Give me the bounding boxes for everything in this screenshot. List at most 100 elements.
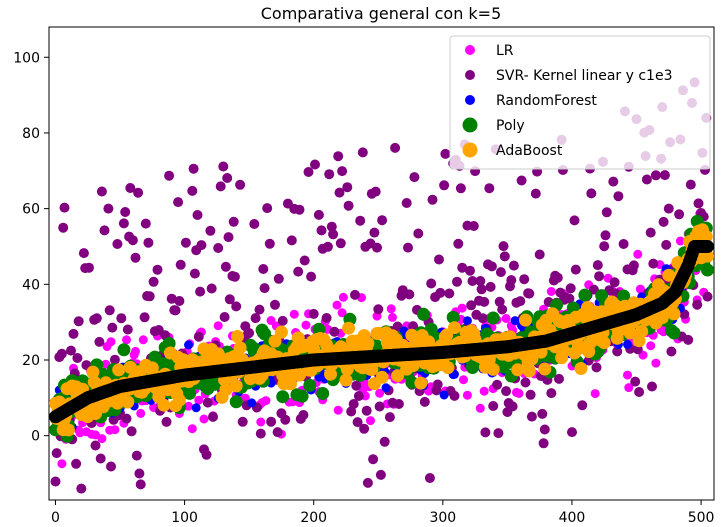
data-point — [546, 287, 556, 296]
data-point — [506, 275, 517, 286]
data-point — [109, 354, 120, 365]
data-point — [426, 278, 437, 289]
data-point — [184, 401, 193, 411]
data-point — [244, 328, 255, 338]
data-point — [51, 448, 62, 459]
data-point — [148, 276, 159, 287]
data-point — [202, 397, 213, 408]
legend-label: LR — [496, 43, 514, 59]
data-point — [530, 188, 541, 199]
data-point — [306, 271, 317, 282]
data-point — [295, 389, 309, 403]
data-point — [628, 260, 639, 271]
data-point — [355, 215, 366, 226]
data-point — [486, 311, 500, 325]
data-point — [294, 204, 305, 215]
data-point — [361, 336, 375, 350]
data-point — [419, 396, 430, 407]
y-tick-label: 40 — [22, 277, 40, 293]
data-point — [499, 251, 510, 262]
data-point — [213, 243, 224, 253]
data-point — [50, 476, 61, 487]
sorted-target-markers — [49, 240, 714, 424]
data-point — [220, 261, 231, 272]
data-point — [475, 276, 486, 286]
data-point — [351, 380, 362, 391]
data-point — [188, 163, 199, 174]
data-point — [634, 387, 645, 397]
data-point — [277, 315, 288, 326]
data-point — [73, 316, 84, 327]
data-point — [183, 386, 197, 400]
data-point — [362, 477, 373, 488]
data-point — [452, 276, 462, 287]
data-point — [577, 400, 588, 411]
data-point — [467, 276, 478, 286]
data-point — [166, 293, 177, 304]
data-point — [110, 425, 120, 435]
data-point — [601, 207, 612, 218]
data-point — [353, 391, 364, 401]
data-point — [485, 281, 496, 292]
legend-marker — [465, 70, 475, 80]
data-point — [136, 408, 146, 418]
data-point — [152, 264, 163, 275]
data-point — [612, 346, 623, 357]
data-point — [299, 255, 310, 266]
data-point — [702, 291, 713, 302]
data-point — [674, 209, 685, 220]
data-point — [224, 294, 235, 305]
data-point — [594, 271, 605, 282]
data-point — [466, 300, 477, 311]
data-point — [633, 249, 643, 259]
data-point — [427, 194, 438, 205]
x-tick-label: 200 — [300, 510, 327, 526]
data-point — [465, 265, 475, 276]
data-point — [86, 365, 100, 379]
x-tick-label: 500 — [688, 510, 715, 526]
data-point — [546, 388, 557, 399]
data-point — [516, 175, 527, 186]
x-tick-label: 400 — [559, 510, 586, 526]
data-point — [417, 307, 430, 321]
data-point — [104, 305, 115, 316]
data-point — [91, 313, 102, 324]
data-point — [650, 170, 661, 181]
data-point — [444, 288, 455, 299]
data-point — [539, 424, 550, 435]
data-point — [386, 304, 396, 314]
data-point — [144, 291, 155, 302]
data-point — [339, 373, 353, 387]
data-point — [174, 296, 185, 306]
data-point — [408, 321, 419, 332]
legend-label: RandomForest — [496, 93, 597, 109]
data-point — [413, 228, 424, 239]
data-point — [84, 262, 94, 273]
data-point — [659, 170, 670, 181]
data-point — [662, 268, 676, 282]
data-point — [208, 411, 218, 422]
data-point — [228, 216, 239, 227]
data-point — [258, 327, 272, 341]
data-point — [537, 408, 548, 419]
data-point — [663, 203, 674, 214]
data-point — [613, 191, 624, 202]
data-point — [479, 296, 490, 307]
data-point — [651, 358, 661, 368]
data-point — [58, 222, 69, 233]
data-point — [316, 225, 327, 236]
data-point — [401, 198, 412, 208]
data-point — [249, 219, 260, 229]
data-point — [617, 289, 631, 303]
data-point — [76, 483, 87, 494]
data-point — [106, 337, 116, 347]
data-point — [586, 188, 597, 199]
data-point — [187, 185, 198, 196]
data-point — [350, 289, 360, 300]
data-point — [313, 209, 324, 220]
data-point — [71, 458, 82, 469]
legend: LR SVR- Kernel linear y c1e3 RandomForest P… — [449, 35, 711, 170]
data-point — [256, 417, 266, 427]
data-point — [375, 370, 389, 384]
data-point — [623, 370, 632, 380]
